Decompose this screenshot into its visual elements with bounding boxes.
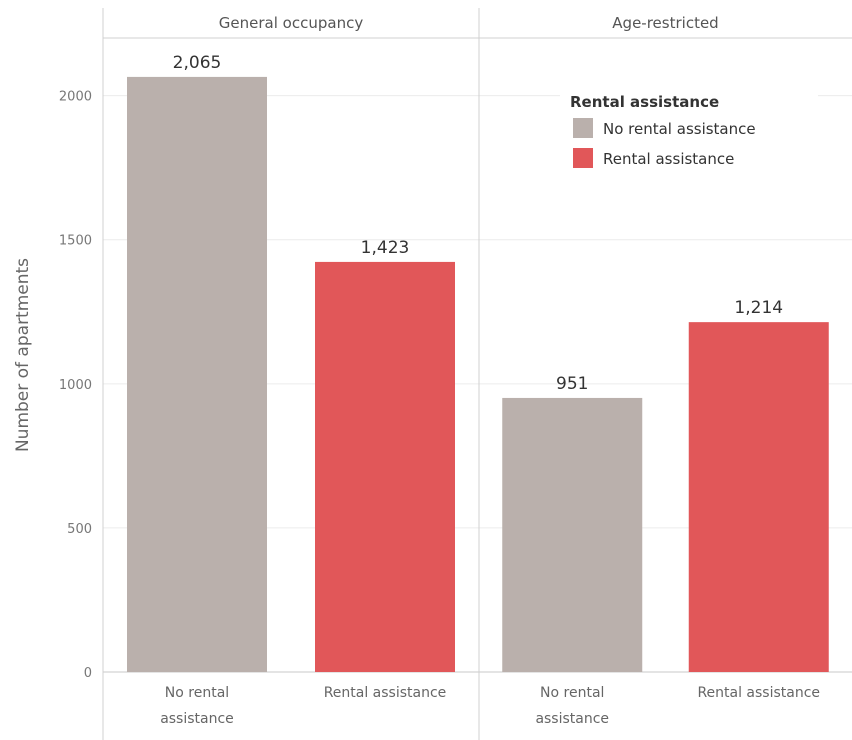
legend-background <box>560 88 818 176</box>
x-category-label: assistance <box>160 711 234 727</box>
panel-header: Age-restricted <box>612 14 718 32</box>
data-label: 2,065 <box>173 53 222 73</box>
legend-label-rental-assistance[interactable]: Rental assistance <box>603 150 734 168</box>
legend-label-no-rental-assistance[interactable]: No rental assistance <box>603 120 756 138</box>
y-tick-label: 1000 <box>59 378 92 393</box>
x-category-label: Rental assistance <box>697 685 820 701</box>
legend-title: Rental assistance <box>570 93 719 111</box>
y-tick-label: 0 <box>84 666 92 681</box>
bar[interactable] <box>688 322 829 672</box>
bar[interactable] <box>502 397 643 672</box>
data-label: 1,214 <box>734 298 783 318</box>
x-category-label: assistance <box>535 711 609 727</box>
data-label: 951 <box>556 374 588 394</box>
x-category-label: Rental assistance <box>324 685 447 701</box>
bar[interactable] <box>127 76 267 673</box>
y-axis-title: Number of apartments <box>13 258 33 452</box>
legend[interactable]: Rental assistance No rental assistance R… <box>560 88 818 176</box>
panel-header: General occupancy <box>219 14 364 32</box>
legend-swatch-rental-assistance <box>573 148 593 168</box>
legend-swatch-no-rental-assistance <box>573 118 593 138</box>
y-tick-label: 1500 <box>59 234 92 249</box>
labels: 0 500 1000 1500 2000 General occupancy 2,065 No… <box>59 14 820 727</box>
y-tick-label: 500 <box>67 522 92 537</box>
bar[interactable] <box>315 261 455 672</box>
data-label: 1,423 <box>361 238 410 258</box>
x-category-label: No rental <box>540 685 604 701</box>
x-category-label: No rental <box>165 685 229 701</box>
y-tick-label: 2000 <box>59 90 92 105</box>
bars <box>127 76 829 673</box>
